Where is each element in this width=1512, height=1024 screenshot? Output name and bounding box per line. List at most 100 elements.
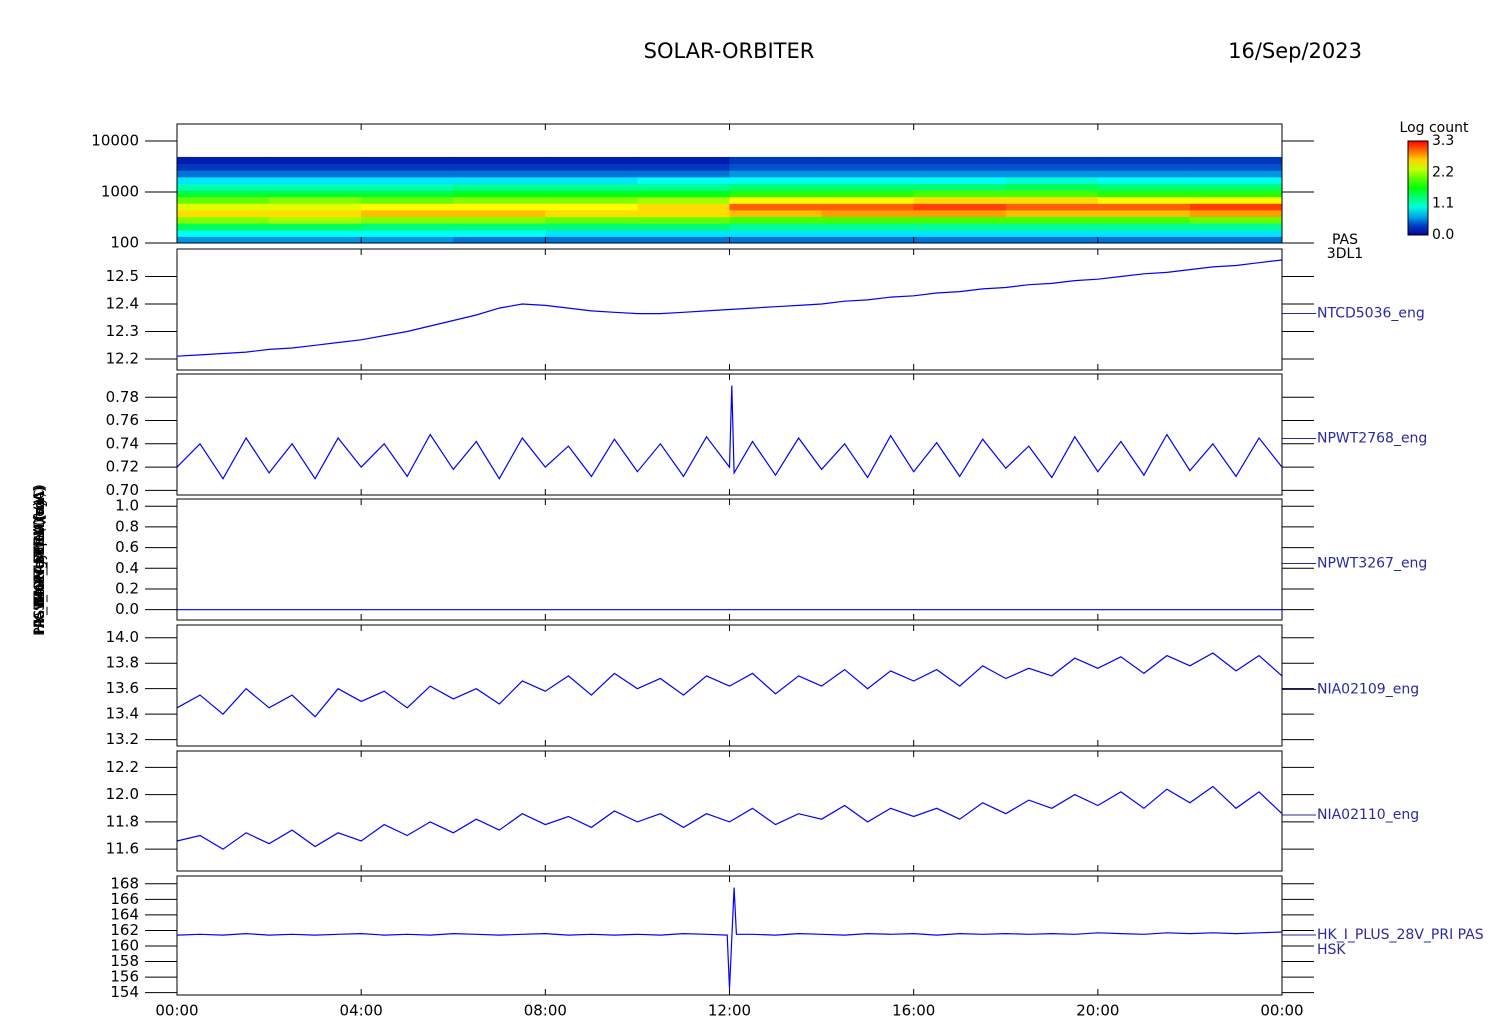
y-tick-label: 1000	[101, 182, 139, 200]
heatmap-cell	[177, 223, 270, 231]
heatmap-cell	[545, 170, 638, 178]
y-tick-label: 13.2	[106, 730, 139, 748]
heatmap-cell	[1097, 196, 1191, 204]
series-sublabel: HSK	[1317, 942, 1346, 958]
heatmap-cell	[729, 170, 823, 178]
heatmap-cell	[177, 203, 270, 211]
y-tick-label: 11.6	[106, 840, 139, 858]
heatmap-cell	[1097, 156, 1191, 165]
y-tick-label: 12.0	[106, 785, 139, 803]
heatmap-cell	[821, 236, 915, 244]
heatmap-cell	[821, 170, 915, 178]
heatmap-cell	[637, 156, 730, 165]
heatmap-cell	[637, 163, 730, 171]
heatmap-cell	[361, 209, 454, 218]
x-tick-label: 12:00	[708, 1002, 751, 1020]
heatmap-cell	[1005, 229, 1099, 237]
colorbar	[1407, 140, 1429, 236]
chart-title: SOLAR-ORBITER	[644, 39, 815, 63]
heatmap-cell	[361, 236, 454, 244]
data-line	[176, 259, 1283, 357]
y-tick-label: 0.6	[115, 538, 139, 556]
heatmap-cell	[1005, 190, 1099, 198]
heatmap-cell	[453, 203, 546, 211]
y-tick-label: 1.0	[115, 497, 139, 515]
heatmap-cell	[269, 170, 362, 178]
y-axis-label: PAS Box Temp (DegC)	[32, 484, 48, 636]
heatmap-cell	[913, 163, 1007, 171]
heatmap-cell	[913, 196, 1007, 204]
heatmap-cell	[729, 216, 823, 224]
heatmap-cell	[1189, 236, 1283, 244]
series-label: NIA02109_eng	[1317, 682, 1419, 698]
heatmap-cell	[177, 176, 270, 184]
y-tick-label: 12.5	[106, 267, 139, 285]
panel-frame	[176, 373, 1283, 496]
heatmap-cell	[269, 156, 362, 165]
heatmap-cell	[1189, 203, 1283, 211]
y-tick-label: 13.4	[106, 705, 139, 723]
heatmap-cell	[545, 176, 638, 184]
y-tick-label: 0.70	[106, 481, 139, 499]
heatmap-cell	[821, 203, 915, 211]
heatmap-cell	[821, 163, 915, 171]
heatmap-cell	[637, 176, 730, 184]
heatmap-cell	[1005, 216, 1099, 224]
heatmap-cell	[729, 196, 823, 204]
heatmap-cell	[361, 163, 454, 171]
heatmap-cell	[177, 156, 270, 165]
heatmap-cell	[545, 203, 638, 211]
heatmap-cell	[453, 209, 546, 218]
heatmap-cell	[545, 190, 638, 198]
panel-frame	[176, 498, 1283, 621]
heatmap-cell	[453, 216, 546, 224]
heatmap-cell	[453, 183, 546, 191]
heatmap-cell	[1097, 190, 1191, 198]
heatmap-cell	[1097, 163, 1191, 171]
y-tick-label: 160	[110, 937, 139, 955]
heatmap-cell	[1189, 223, 1283, 231]
y-tick-label: 13.6	[106, 679, 139, 697]
heatmap-cell	[1097, 216, 1191, 224]
heatmap-cell	[913, 203, 1007, 211]
series-label: NTCD5036_eng	[1317, 306, 1425, 322]
heatmap-cell	[821, 176, 915, 184]
colorbar-tick-label: 1.1	[1432, 196, 1454, 212]
y-tick-label: 10000	[91, 131, 139, 149]
heatmap-cell	[177, 229, 270, 237]
heatmap-cell	[1097, 170, 1191, 178]
x-tick-label: 20:00	[1076, 1002, 1119, 1020]
heatmap-cell	[913, 236, 1007, 244]
heatmap-cell	[177, 216, 270, 224]
heatmap-cell	[453, 223, 546, 231]
y-tick-label: 0.76	[106, 411, 139, 429]
x-tick-label: 00:00	[155, 1002, 198, 1020]
y-tick-label: 0.72	[106, 458, 139, 476]
colorbar-tick-label: 3.3	[1432, 133, 1454, 149]
heatmap-cell	[637, 229, 730, 237]
y-tick-label: 154	[110, 983, 139, 1001]
x-tick-label: 16:00	[892, 1002, 935, 1020]
heatmap-cell	[1189, 209, 1283, 218]
heatmap-cell	[1189, 156, 1283, 165]
heatmap-cell	[269, 196, 362, 204]
heatmap-cell	[453, 156, 546, 165]
heatmap-cell	[1189, 196, 1283, 204]
y-tick-label: 162	[110, 921, 139, 939]
data-line	[176, 652, 1283, 718]
heatmap-cell	[545, 163, 638, 171]
heatmap-cell	[913, 209, 1007, 218]
y-tick-label: 0.4	[115, 559, 139, 577]
heatmap-cell	[1189, 176, 1283, 184]
data-line	[176, 785, 1283, 850]
y-tick-label: 0.8	[115, 517, 139, 535]
heatmap-cell	[269, 223, 362, 231]
date: 16/Sep/2023	[1228, 39, 1362, 63]
y-tick-label: 14.0	[106, 628, 139, 646]
heatmap-cell	[729, 176, 823, 184]
heatmap-cell	[1097, 203, 1191, 211]
heatmap-cell	[177, 170, 270, 178]
heatmap-cell	[729, 229, 823, 237]
heatmap-cell	[913, 183, 1007, 191]
series-label: HK_I_PLUS_28V_PRI PAS	[1317, 927, 1484, 943]
